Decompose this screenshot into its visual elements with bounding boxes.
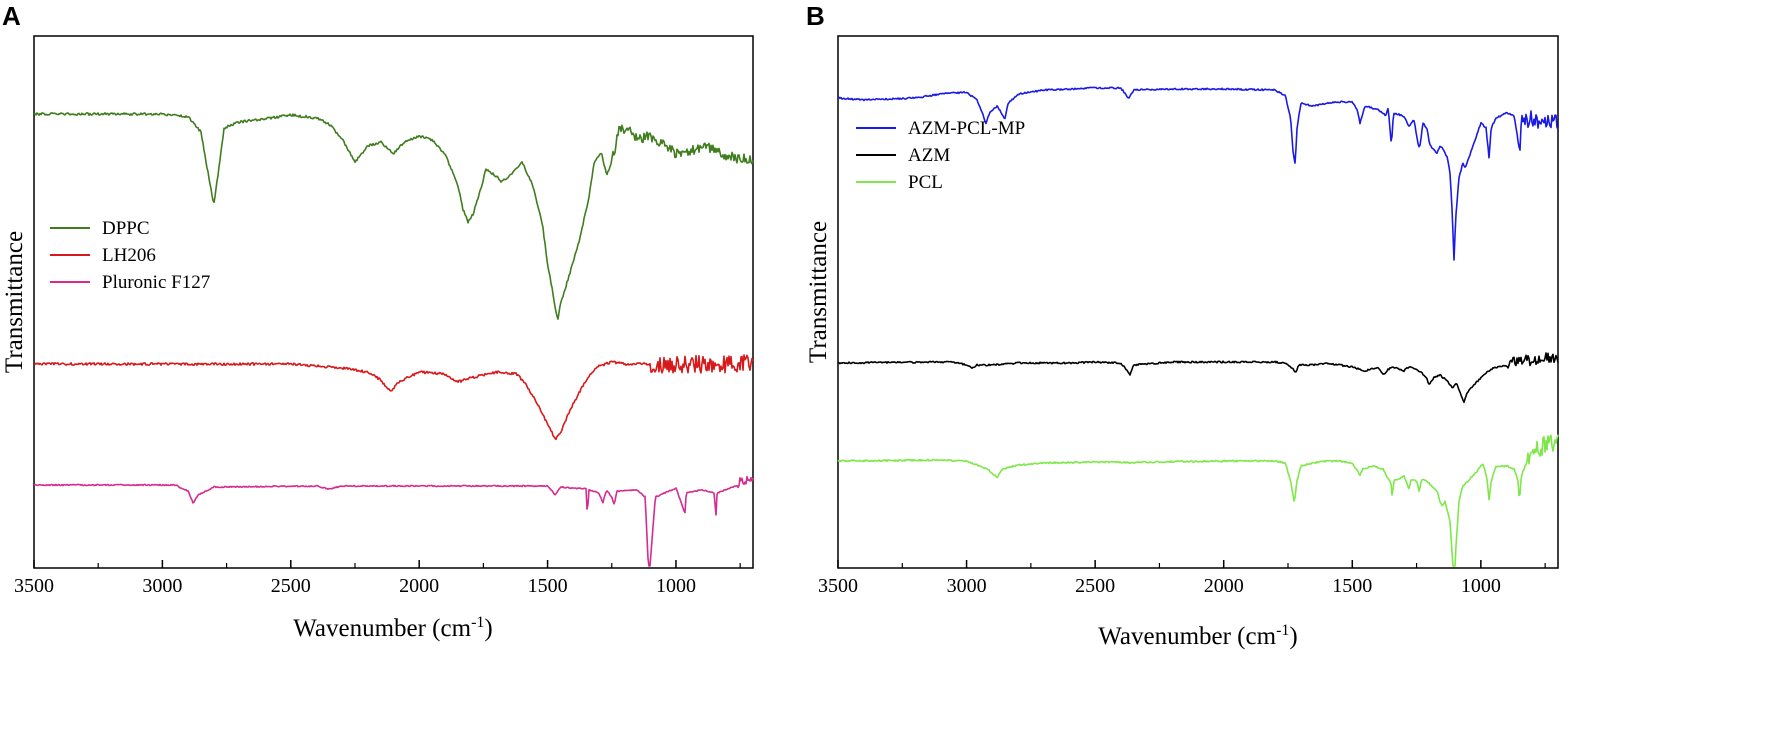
series-line-pluronic-f127 xyxy=(33,475,754,567)
panel-b-legend: AZM-PCL-MP AZM PCL xyxy=(856,118,1025,193)
panel-a-series-group xyxy=(33,112,754,567)
legend-label: AZM xyxy=(908,145,950,166)
x-tick-label: 2500 xyxy=(271,575,311,597)
legend-label: Pluronic F127 xyxy=(102,272,210,293)
panel-b: B 3500 3000 2500 2000 1500 1000 AZM-PCL-MPAZM… xyxy=(805,1,1559,650)
legend-label: AZM-PCL-MP xyxy=(908,118,1025,139)
panel-a-plot-frame xyxy=(33,35,754,569)
x-tick-label: 3500 xyxy=(14,575,54,597)
x-tick-label: 1500 xyxy=(528,575,568,597)
x-tick-label: 2000 xyxy=(399,575,439,597)
panel-b-x-axis: 3500 3000 2500 2000 1500 1000 xyxy=(818,560,1546,597)
legend-label: PCL xyxy=(908,172,943,193)
x-tick-label: 2500 xyxy=(1075,575,1115,597)
x-tick-label: 1000 xyxy=(1461,575,1501,597)
x-tick-label: 3500 xyxy=(818,575,858,597)
panel-b-plot-frame xyxy=(837,35,1559,569)
panel-a: A 3500 3000 2500 2000 1500 1000 DPPC LH206 Plur… xyxy=(1,1,754,642)
x-tick-label: 3000 xyxy=(947,575,987,597)
series-line-lh206 xyxy=(33,354,754,441)
x-tick-label: 1000 xyxy=(656,575,696,597)
panel-a-x-axis-title: Wavenumber (cm-1) xyxy=(293,614,492,642)
legend-label: LH206 xyxy=(102,245,156,266)
series-line-pcl xyxy=(837,434,1559,567)
series-line-azm-pcl-mp xyxy=(837,86,1559,261)
panel-b-y-axis-title: Transmittance xyxy=(805,221,832,363)
panel-a-legend: DPPC LH206 Pluronic F127 xyxy=(50,218,210,293)
legend-label: DPPC xyxy=(102,218,150,239)
panel-a-y-axis-title: Transmittance xyxy=(1,231,28,373)
x-tick-label: 3000 xyxy=(142,575,182,597)
panel-a-x-axis: 3500 3000 2500 2000 1500 1000 xyxy=(14,560,741,597)
panel-b-letter: B xyxy=(806,1,825,31)
panel-b-x-axis-title: Wavenumber (cm-1) xyxy=(1098,622,1297,650)
x-tick-label: 1500 xyxy=(1332,575,1372,597)
panel-a-letter: A xyxy=(2,1,21,31)
panel-b-series-group xyxy=(837,86,1559,567)
series-line-azm xyxy=(837,352,1559,404)
series-line-dppc xyxy=(33,112,754,320)
x-tick-label: 2000 xyxy=(1204,575,1244,597)
